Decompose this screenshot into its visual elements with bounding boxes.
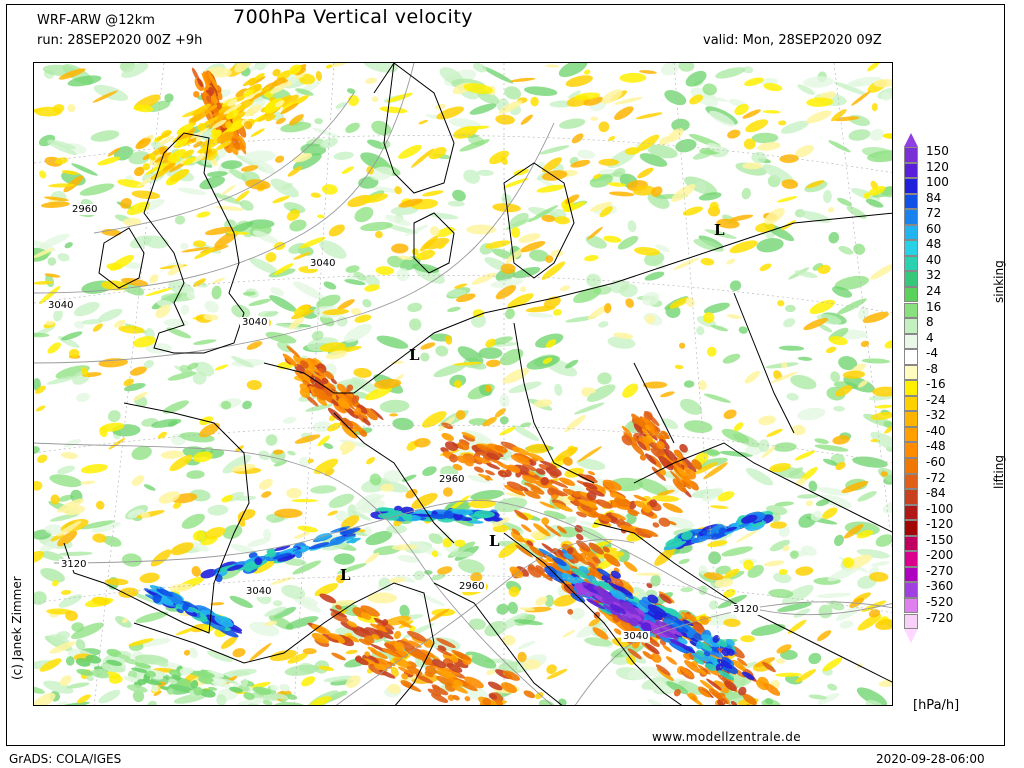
legend-color-cell <box>904 286 918 303</box>
legend-color-cell <box>904 504 918 521</box>
legend-level-label: 60 <box>926 221 942 236</box>
vertical-velocity-field <box>34 63 892 705</box>
software-credit: GrADS: COLA/IGES <box>9 752 122 766</box>
low-pressure-marker: L <box>714 221 725 239</box>
legend-unit: [hPa/h] <box>913 698 960 713</box>
legend-level-label: -520 <box>926 594 954 609</box>
legend-color-cell <box>904 566 918 583</box>
legend-level-label: -200 <box>926 548 954 563</box>
legend-level-label: 4 <box>926 330 934 345</box>
chart-title: 700hPa Vertical velocity <box>233 6 474 28</box>
contour-label: 3040 <box>244 586 274 597</box>
legend-color-cell <box>904 364 918 381</box>
contour-label: 2960 <box>70 204 100 215</box>
author-credit: (c) Janek Zimmer <box>10 576 24 680</box>
legend-level-label: -360 <box>926 579 954 594</box>
legend-level-label: 40 <box>926 252 942 267</box>
legend-level-label: -100 <box>926 501 954 516</box>
legend-level-label: 72 <box>926 206 942 221</box>
legend-color-cell <box>904 209 918 225</box>
legend-color-cell <box>904 520 918 536</box>
legend-level-label: 8 <box>926 315 934 330</box>
legend-sinking-label: sinking <box>992 260 1006 303</box>
legend-color-cell <box>904 411 918 427</box>
legend-level-label: -4 <box>926 346 938 361</box>
low-pressure-marker: L <box>340 566 351 584</box>
low-pressure-marker: L <box>489 532 500 550</box>
legend-color-cell <box>904 349 918 365</box>
legend-level-label: 84 <box>926 190 942 205</box>
legend-level-label: 24 <box>926 283 942 298</box>
valid-time-label: valid: Mon, 28SEP2020 09Z <box>703 33 882 48</box>
weather-map: 2960 3040 3040 3040 2960 3120 3040 2960 … <box>33 62 893 706</box>
legend-color-cell <box>904 333 918 350</box>
legend-color-cell <box>904 582 918 598</box>
legend-color-cell <box>904 613 918 630</box>
legend-lifting-label: lifting <box>992 455 1006 489</box>
model-label: WRF-ARW @12km <box>37 13 155 28</box>
coastlines-and-borders <box>63 63 892 705</box>
legend-color-cell <box>904 458 918 474</box>
contour-label: 2960 <box>437 474 467 485</box>
legend-level-label: -84 <box>926 486 946 501</box>
legend-color-cell <box>904 380 918 396</box>
legend-level-label: 120 <box>926 159 949 174</box>
contour-label: 3040 <box>621 631 651 642</box>
legend-color-cell <box>904 426 918 443</box>
color-legend: 150 120 100 84 72 60 48 40 32 24 16 8 4 -4 -8 -16 -24 -32… <box>904 133 1014 644</box>
legend-level-label: -60 <box>926 455 946 469</box>
legend-color-cell <box>904 535 918 552</box>
legend-color-cell <box>904 597 918 614</box>
legend-color-cell <box>904 193 918 210</box>
legend-color-cell <box>904 162 918 179</box>
low-pressure-marker: L <box>409 346 420 364</box>
legend-level-label: -270 <box>926 563 954 578</box>
legend-color-cell <box>904 302 918 319</box>
contour-label: 3040 <box>240 317 270 328</box>
legend-color-cell <box>904 147 918 163</box>
legend-color-cell <box>904 551 918 567</box>
run-label: run: 28SEP2020 00Z +9h <box>37 33 203 48</box>
graticule <box>34 63 892 705</box>
legend-color-cell <box>904 442 918 458</box>
contour-label: 3040 <box>308 258 338 269</box>
legend-color-cell <box>904 178 918 194</box>
legend-level-label: -720 <box>926 610 954 625</box>
legend-color-cell <box>904 224 918 241</box>
legend-level-label: -48 <box>926 439 946 454</box>
legend-level-label: -16 <box>926 377 946 392</box>
legend-color-cell <box>904 473 918 490</box>
legend-color-cell <box>904 318 918 334</box>
legend-level-label: -8 <box>926 361 938 376</box>
legend-top-arrow <box>904 133 918 147</box>
website-label: www.modellzentrale.de <box>652 730 802 744</box>
legend-color-cell <box>904 255 918 272</box>
contour-label: 3040 <box>46 300 76 311</box>
legend-color-cell <box>904 489 918 505</box>
legend-level-label: -24 <box>926 392 946 407</box>
legend-level-label: 16 <box>926 299 942 314</box>
legend-level-label: 48 <box>926 237 942 252</box>
legend-level-label: -40 <box>926 423 946 438</box>
legend-level-label: 32 <box>926 268 942 283</box>
contour-label: 2960 <box>457 581 487 592</box>
legend-level-label: 100 <box>926 175 949 190</box>
legend-level-label: 150 <box>926 144 949 158</box>
legend-level-label: -32 <box>926 408 946 423</box>
figure-frame <box>6 4 1005 746</box>
legend-level-label: -72 <box>926 470 946 485</box>
contour-label: 3120 <box>59 559 89 570</box>
contour-label: 3120 <box>731 604 761 615</box>
timestamp-label: 2020-09-28-06:00 <box>876 752 985 766</box>
legend-color-cell <box>904 271 918 287</box>
legend-level-label: -120 <box>926 517 954 532</box>
map-field <box>34 63 892 705</box>
legend-level-label: -150 <box>926 532 954 547</box>
legend-color-cell <box>904 240 918 256</box>
legend-bottom-arrow <box>904 629 918 644</box>
legend-color-cell <box>904 395 918 412</box>
